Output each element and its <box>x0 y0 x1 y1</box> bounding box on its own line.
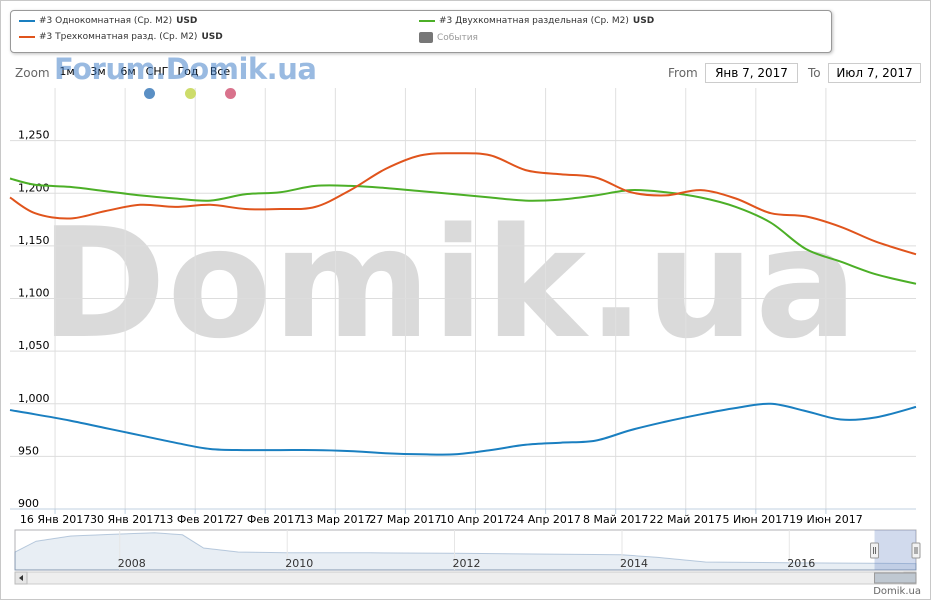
series-line-three-room <box>9 152 917 256</box>
range-selector: Zoom 1м 3м 6м СНГ Год Все From Янв 7, 20… <box>0 62 931 84</box>
navigator-right-handle <box>911 542 921 559</box>
series-line-one-room <box>9 402 917 456</box>
legend-item-two-room[interactable]: #3 Двухкомнатная раздельная (Ср. М2) USD <box>419 16 654 26</box>
from-label: From <box>668 66 698 80</box>
to-label: To <box>808 66 821 80</box>
zoom-6m-button[interactable]: 6м <box>120 65 136 78</box>
credit-link[interactable]: Domik.ua <box>873 586 921 597</box>
y-tick-label: 1,000 <box>18 392 50 405</box>
x-tick-label: 30 Янв 2017 <box>90 513 160 526</box>
y-tick-label: 1,050 <box>18 339 50 352</box>
x-tick-label: 22 Май 2017 <box>650 513 722 526</box>
navigator-year-label: 2010 <box>285 557 313 570</box>
scrollbar-thumb <box>874 572 917 584</box>
navigator-year-label: 2008 <box>118 557 146 570</box>
navigator-year-label: 2012 <box>453 557 481 570</box>
event-flag-pink[interactable] <box>225 88 236 99</box>
scrollbar-track <box>14 571 917 585</box>
y-tick-label: 1,100 <box>18 287 50 300</box>
zoom-ytd-button[interactable]: СНГ <box>145 65 169 78</box>
scroll-left-arrow-icon <box>19 575 23 581</box>
zoom-all-button[interactable]: Все <box>209 65 231 78</box>
y-tick-label: 1,250 <box>18 129 50 142</box>
navigator-series-area <box>14 532 917 571</box>
navigator-left-handle <box>870 542 880 559</box>
x-tick-label: 8 Май 2017 <box>583 513 648 526</box>
x-tick-label: 27 Мар 2017 <box>369 513 441 526</box>
from-date-input[interactable]: Янв 7, 2017 <box>705 63 798 83</box>
series-swatch <box>19 36 35 38</box>
to-date-input[interactable]: Июл 7, 2017 <box>828 63 921 83</box>
navigator-year-label: 2014 <box>620 557 648 570</box>
y-tick-label: 1,150 <box>18 234 50 247</box>
legend-unit: USD <box>201 32 223 42</box>
legend-unit: USD <box>176 16 198 26</box>
x-tick-label: 13 Мар 2017 <box>299 513 371 526</box>
legend: #3 Однокомнатная (Ср. М2) USD #3 Двухком… <box>10 10 832 53</box>
x-tick-label: 16 Янв 2017 <box>20 513 90 526</box>
legend-item-one-room[interactable]: #3 Однокомнатная (Ср. М2) USD <box>19 16 197 26</box>
y-tick-label: 900 <box>18 497 39 510</box>
navigator-selection <box>874 530 916 570</box>
series-swatch <box>19 20 35 22</box>
zoom-3m-button[interactable]: 3м <box>90 65 106 78</box>
zoom-1y-button[interactable]: Год <box>177 65 199 78</box>
legend-unit: USD <box>632 16 655 26</box>
series-swatch <box>419 20 435 22</box>
legend-item-events[interactable]: События <box>419 32 478 43</box>
event-flag-yellow[interactable] <box>185 88 196 99</box>
x-tick-label: 24 Апр 2017 <box>510 513 581 526</box>
y-tick-label: 950 <box>18 444 39 457</box>
events-swatch <box>419 32 433 43</box>
watermark-small: Forum.Domik.ua <box>54 52 317 86</box>
x-tick-label: 10 Апр 2017 <box>440 513 511 526</box>
legend-label: События <box>437 32 478 43</box>
legend-item-three-room[interactable]: #3 Трехкомнатная разд. (Ср. М2) USD <box>19 32 223 42</box>
series-line-two-room <box>9 177 917 285</box>
x-tick-label: 27 Фев 2017 <box>229 513 301 526</box>
x-tick-label: 13 Фев 2017 <box>159 513 231 526</box>
y-tick-label: 1,200 <box>18 181 50 194</box>
legend-label: #3 Двухкомнатная раздельная (Ср. М2) <box>439 16 629 26</box>
x-tick-label: 5 Июн 2017 <box>722 513 789 526</box>
zoom-label: Zoom <box>15 66 50 80</box>
x-tick-label: 19 Июн 2017 <box>789 513 863 526</box>
watermark-big: Domik.ua <box>40 195 859 372</box>
event-flag-blue[interactable] <box>144 88 155 99</box>
legend-label: #3 Трехкомнатная разд. (Ср. М2) <box>39 32 198 42</box>
legend-label: #3 Однокомнатная (Ср. М2) <box>39 16 173 26</box>
zoom-1m-button[interactable]: 1м <box>59 65 75 78</box>
navigator-year-label: 2016 <box>787 557 815 570</box>
